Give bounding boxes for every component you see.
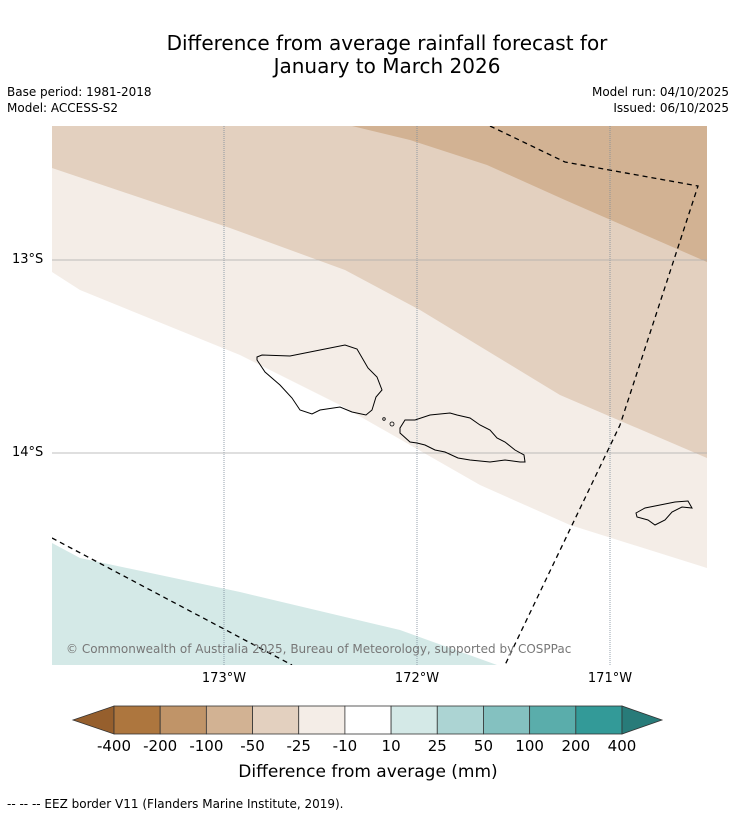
colorbar-tick-label: 25 <box>427 737 447 755</box>
lat-label-13s: 13°S <box>12 252 44 267</box>
band-m100-m50 <box>352 126 707 262</box>
eez-legend-note: -- -- -- EEZ border V11 (Flanders Marine… <box>7 797 344 811</box>
eez-border <box>489 126 699 665</box>
lat-label-14s: 14°S <box>12 445 44 460</box>
colorbar-tick-label: -200 <box>143 737 178 755</box>
islet-apolima <box>389 421 395 427</box>
islet-manono <box>382 417 386 421</box>
band-m50-m25 <box>52 126 707 458</box>
colorbar <box>71 705 664 735</box>
colorbar-tick-label: -25 <box>286 737 311 755</box>
colorbar-tick-label: 100 <box>515 737 544 755</box>
eez-border-southwest <box>52 537 293 665</box>
lon-label-173w: 173°W <box>201 671 247 686</box>
island-savaii <box>256 344 383 416</box>
colorbar-segment <box>298 705 346 735</box>
colorbar-segment <box>436 705 484 735</box>
colorbar-tick-label: -400 <box>96 737 132 755</box>
colorbar-tick-label: 400 <box>607 737 637 755</box>
colorbar-tick-label: 200 <box>561 737 591 755</box>
lon-label-171w: 171°W <box>587 671 633 686</box>
colorbar-tick-label: 10 <box>381 737 401 755</box>
island-tutuila <box>635 500 693 526</box>
colorbar-segment <box>390 705 438 735</box>
colorbar-segment <box>159 705 207 735</box>
issued-date: Issued: 06/10/2025 <box>613 101 729 115</box>
colorbar-tick-label: 50 <box>473 737 493 755</box>
colorbar-segment <box>205 705 253 735</box>
band-p10-p25 <box>52 543 497 665</box>
colorbar-tick-label: -10 <box>332 737 358 755</box>
island-upolu <box>399 412 526 463</box>
colorbar-segment <box>113 705 161 735</box>
colorbar-label: Difference from average (mm) <box>238 762 498 782</box>
colorbar-tick-label: -50 <box>240 737 265 755</box>
model-run: Model run: 04/10/2025 <box>591 85 729 99</box>
colorbar-segment <box>575 705 623 735</box>
colorbar-extend-high <box>621 705 664 735</box>
lon-label-172w: 172°W <box>394 671 440 686</box>
colorbar-segment <box>344 705 392 735</box>
copyright-notice: © Commonwealth of Australia 2025, Bureau… <box>66 642 572 656</box>
colorbar-segment <box>252 705 300 735</box>
base-period: Base period: 1981-2018 <box>7 85 152 99</box>
meta-right: Model run: 04/10/2025 Issued: 06/10/2025 <box>592 84 729 116</box>
colorbar-segment <box>483 705 531 735</box>
colorbar-tick-label: -100 <box>189 737 224 755</box>
colorbar-extend-low <box>71 705 115 735</box>
model-name: Model: ACCESS-S2 <box>7 101 119 115</box>
colorbar-segment <box>529 705 577 735</box>
meta-left: Base period: 1981-2018 Model: ACCESS-S2 <box>7 84 152 116</box>
figure-title: Difference from average rainfall forecas… <box>166 31 608 78</box>
